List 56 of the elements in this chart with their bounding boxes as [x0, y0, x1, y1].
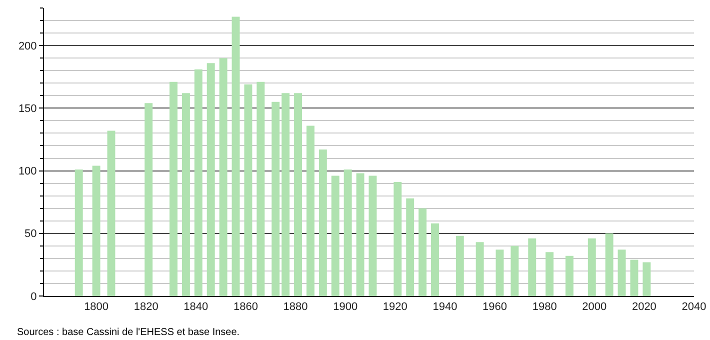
bar: [496, 250, 504, 296]
bar: [630, 260, 638, 296]
bar: [344, 170, 352, 296]
bar: [331, 176, 340, 296]
bar: [456, 236, 464, 296]
bar: [605, 233, 614, 296]
bar: [406, 198, 414, 296]
bar: [318, 150, 327, 296]
bar: [194, 69, 202, 296]
bar: [431, 223, 439, 296]
bar: [618, 250, 626, 296]
bar: [294, 93, 302, 296]
bar: [170, 82, 178, 296]
bar: [546, 252, 554, 296]
bar: [107, 130, 116, 296]
x-tick-label: 1940: [432, 301, 458, 314]
bar: [182, 93, 190, 296]
x-tick-label: 2000: [582, 301, 607, 314]
x-tick-label: 1820: [134, 301, 158, 314]
y-tick-label: 150: [18, 103, 37, 116]
bar: [232, 16, 240, 296]
x-tick-label: 1880: [283, 301, 308, 314]
bar: [206, 63, 215, 296]
bar: [74, 170, 83, 296]
bar: [394, 182, 402, 296]
bar: [356, 173, 364, 296]
bar: [588, 238, 596, 296]
x-tick-label: 1980: [532, 301, 557, 314]
bar: [219, 58, 228, 296]
bar: [368, 176, 377, 296]
x-tick-label: 1900: [333, 301, 358, 314]
bar: [565, 256, 574, 296]
bar: [476, 242, 484, 296]
x-tick-label: 1920: [382, 301, 408, 314]
bar: [642, 262, 651, 296]
bar: [256, 82, 265, 296]
bar: [306, 126, 314, 296]
y-tick-label: 100: [18, 166, 37, 178]
x-tick-label: 2040: [682, 301, 706, 314]
x-tick-label: 2020: [632, 301, 656, 314]
x-tick-label: 1860: [233, 301, 258, 314]
x-tick-label: 1960: [482, 301, 508, 314]
y-tick-label: 200: [18, 40, 37, 52]
bar: [282, 93, 290, 296]
source-note: Sources : base Cassini de l'EHESS et base Insee.: [17, 327, 240, 338]
y-tick-label: 0: [30, 290, 37, 303]
y-tick-label: 50: [24, 228, 37, 240]
bar: [528, 238, 536, 296]
x-tick-label: 1800: [84, 301, 109, 314]
bar: [418, 208, 427, 296]
bar: [510, 246, 519, 296]
bar: [244, 84, 252, 296]
bar: [144, 103, 153, 296]
bar: [272, 102, 280, 296]
bar: [92, 166, 100, 296]
x-tick-label: 1840: [184, 301, 208, 314]
